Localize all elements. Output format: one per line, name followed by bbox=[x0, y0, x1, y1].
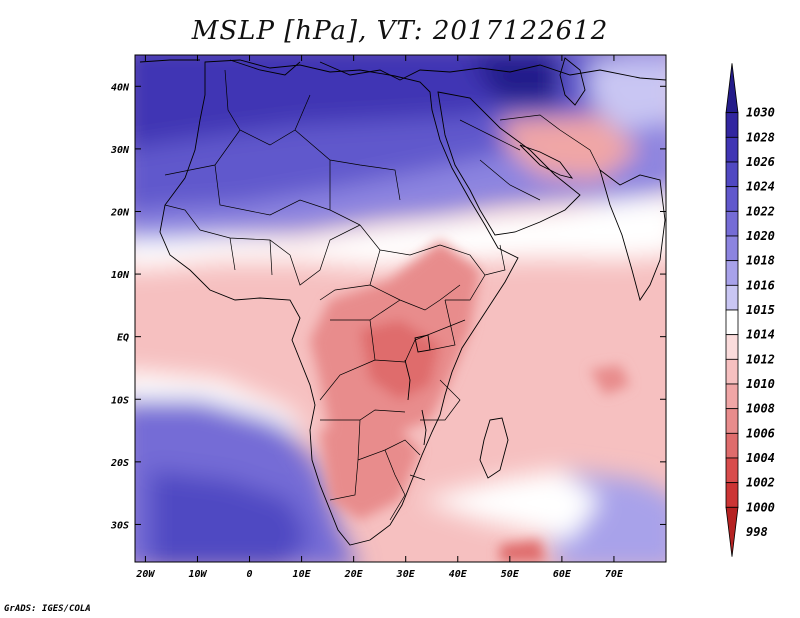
x-tick-label: 60E bbox=[553, 569, 572, 580]
field-south-indian-white bbox=[420, 470, 600, 540]
colorbar-swatch bbox=[725, 482, 739, 508]
y-tick-label: 20S bbox=[110, 458, 129, 469]
border-south bbox=[320, 409, 426, 521]
colorbar-label: 1006 bbox=[746, 426, 775, 440]
colorbar-label: 1028 bbox=[746, 130, 775, 144]
colorbar-swatch bbox=[725, 383, 739, 410]
colorbar-label: 1030 bbox=[746, 106, 775, 120]
madagascar-coastline bbox=[479, 417, 509, 479]
persian-gulf bbox=[519, 144, 574, 179]
colorbar-swatch bbox=[725, 284, 739, 311]
colorbar-swatch bbox=[725, 432, 739, 459]
caspian-coastline bbox=[559, 57, 586, 106]
y-tick-label: 10N bbox=[111, 270, 130, 281]
y-tick-label: 10S bbox=[111, 395, 129, 406]
colorbar-label: 1012 bbox=[746, 352, 775, 366]
colorbar-label: 1014 bbox=[746, 328, 775, 342]
colorbar-label: 1000 bbox=[746, 500, 775, 514]
colorbar-top-arrow bbox=[725, 63, 739, 114]
field-sahel-white bbox=[135, 196, 666, 270]
pressure-field bbox=[135, 55, 666, 562]
colorbar-label: 998 bbox=[746, 525, 768, 539]
colorbar-swatch bbox=[725, 408, 739, 434]
border-maghreb bbox=[164, 69, 401, 226]
colorbar: 1030 1028 1026 1024 1022 1020 1018 1016 1015 1014… bbox=[725, 63, 775, 557]
country-borders bbox=[164, 69, 601, 521]
field-north-deep bbox=[135, 55, 555, 148]
field-south-atlantic-white bbox=[135, 371, 310, 440]
y-tick-label: 30S bbox=[110, 520, 129, 531]
colorbar-label: 1008 bbox=[746, 402, 775, 416]
africa-coastline bbox=[159, 59, 519, 546]
x-tick-label: 20E bbox=[344, 569, 364, 580]
credit-text: GrADS: IGES/COLA bbox=[4, 604, 91, 614]
colorbar-swatch bbox=[725, 210, 739, 237]
colorbar-bottom-arrow bbox=[725, 506, 739, 557]
india-coastline bbox=[599, 168, 666, 302]
field-arabia-pink bbox=[500, 115, 640, 180]
colorbar-label: 1018 bbox=[746, 254, 775, 268]
border-east bbox=[420, 244, 506, 421]
y-tick-label: 40N bbox=[111, 82, 130, 93]
colorbar-label: 1022 bbox=[746, 204, 775, 218]
colorbar-swatch bbox=[725, 112, 739, 138]
x-tick-label: 30E bbox=[396, 569, 416, 580]
colorbar-swatch bbox=[725, 334, 739, 360]
field-south-atlantic-core bbox=[150, 470, 310, 562]
coastlines bbox=[139, 57, 666, 546]
border-arabia bbox=[459, 114, 601, 201]
colorbar-label: 1026 bbox=[746, 155, 775, 169]
field-rift-low bbox=[360, 320, 440, 400]
border-central bbox=[319, 224, 466, 401]
lake-tanganyika bbox=[404, 359, 411, 401]
border-west-africa bbox=[164, 204, 361, 286]
colorbar-swatch bbox=[725, 260, 739, 286]
x-tick-label: 0 bbox=[247, 569, 253, 580]
x-tick-label: 70E bbox=[605, 569, 624, 580]
x-axis: 20W 10W 0 10E 20E 30E 40E 50E 60E 70E bbox=[135, 55, 624, 580]
x-tick-label: 10W bbox=[188, 569, 207, 580]
field-indian-low-patch bbox=[590, 365, 630, 395]
arabia-coastline bbox=[437, 91, 581, 236]
lake-malawi bbox=[421, 409, 427, 446]
colorbar-label: 1002 bbox=[746, 476, 775, 490]
plot-frame bbox=[134, 54, 667, 563]
field-madagascar-low bbox=[500, 540, 545, 562]
x-tick-label: 10E bbox=[293, 569, 312, 580]
y-tick-label: EQ bbox=[117, 333, 129, 344]
y-axis: 40N 30N 20N 10N EQ 10S 20S 30S bbox=[110, 82, 666, 531]
colorbar-swatch bbox=[725, 457, 739, 484]
colorbar-swatch bbox=[725, 309, 739, 336]
y-tick-label: 20N bbox=[110, 207, 130, 218]
colorbar-label: 1016 bbox=[746, 278, 775, 292]
colorbar-swatch bbox=[725, 358, 739, 385]
colorbar-swatch bbox=[725, 186, 739, 212]
europe-coastline bbox=[139, 59, 666, 81]
colorbar-label: 1024 bbox=[746, 180, 775, 194]
colorbar-swatch bbox=[725, 136, 739, 163]
colorbar-swatch bbox=[725, 235, 739, 262]
colorbar-swatch bbox=[725, 161, 739, 188]
colorbar-label: 1015 bbox=[746, 303, 775, 317]
field-persia-blue bbox=[590, 60, 666, 130]
colorbar-label: 1004 bbox=[746, 451, 775, 465]
x-tick-label: 40E bbox=[449, 569, 468, 580]
y-tick-label: 30N bbox=[110, 145, 130, 156]
field-east-med-deep bbox=[470, 55, 560, 105]
x-tick-label: 20W bbox=[135, 569, 155, 580]
map-title: MSLP [hPa], VT: 2017122612 bbox=[191, 16, 609, 46]
colorbar-label: 1020 bbox=[746, 229, 775, 243]
x-tick-label: 50E bbox=[501, 569, 520, 580]
colorbar-label: 1010 bbox=[746, 377, 775, 391]
